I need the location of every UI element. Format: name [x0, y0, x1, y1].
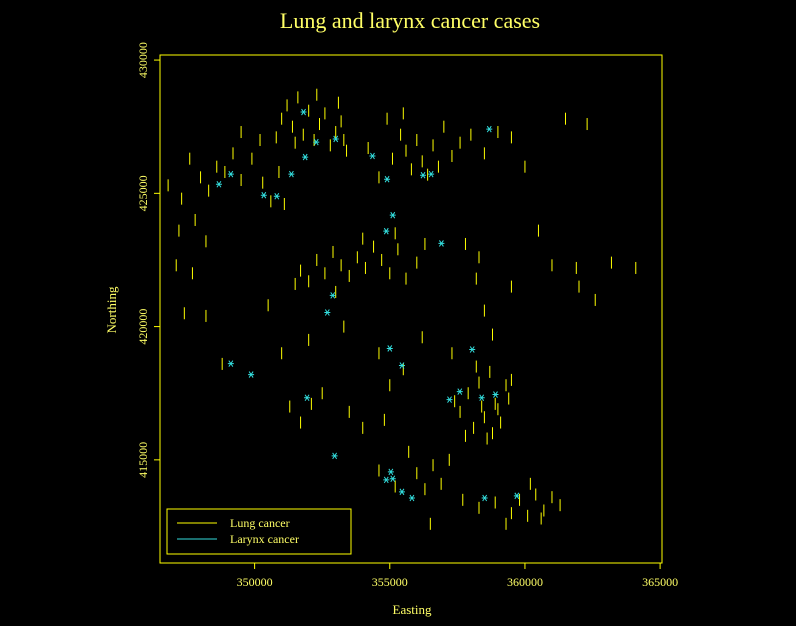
larynx-point: [420, 171, 427, 179]
larynx-point: [481, 494, 488, 502]
larynx-point: [384, 175, 391, 183]
larynx-point: [329, 292, 336, 299]
x-tick-label: 365000: [642, 575, 678, 589]
larynx-point: [383, 476, 390, 484]
y-tick-label: 425000: [136, 175, 150, 211]
plot-frame: [159, 54, 663, 564]
larynx-point: [300, 108, 307, 116]
larynx-point: [324, 309, 331, 316]
x-tick-label: 355000: [372, 575, 408, 589]
larynx-point: [492, 391, 499, 398]
larynx-point: [248, 371, 255, 378]
legend-label: Lung cancer: [230, 516, 290, 530]
larynx-point: [215, 180, 222, 188]
y-tick-label: 415000: [136, 442, 150, 478]
larynx-point: [386, 345, 393, 352]
x-axis-label: Easting: [393, 602, 432, 617]
y-tick-label: 420000: [136, 309, 150, 345]
larynx-point: [513, 492, 520, 500]
larynx-point: [332, 135, 339, 143]
larynx-point: [389, 475, 396, 483]
y-axis-label: Northing: [104, 286, 119, 333]
legend-box: [166, 508, 352, 555]
larynx-point: [398, 488, 405, 496]
larynx-point: [260, 191, 267, 199]
larynx-point: [288, 170, 295, 178]
larynx-point: [478, 394, 485, 402]
larynx-point: [469, 346, 476, 353]
larynx-point: [438, 240, 445, 247]
larynx-point: [227, 360, 234, 367]
chart-title: Lung and larynx cancer cases: [280, 8, 540, 33]
larynx-point: [304, 394, 311, 402]
x-tick-label: 350000: [237, 575, 273, 589]
larynx-point: [273, 192, 280, 200]
larynx-point: [456, 388, 463, 395]
y-tick-label: 430000: [136, 42, 150, 78]
larynx-point: [389, 211, 396, 219]
larynx-point: [428, 170, 435, 178]
larynx-point: [387, 468, 394, 476]
larynx-point: [383, 227, 390, 235]
larynx-point: [369, 152, 376, 160]
larynx-point: [331, 452, 338, 460]
larynx-point: [486, 125, 493, 133]
larynx-point: [227, 170, 234, 178]
legend-label: Larynx cancer: [230, 532, 299, 546]
larynx-point: [398, 362, 405, 369]
x-tick-label: 360000: [507, 575, 543, 589]
larynx-point: [408, 494, 415, 502]
larynx-point: [302, 153, 309, 161]
larynx-point: [313, 138, 320, 146]
larynx-point: [446, 396, 453, 403]
